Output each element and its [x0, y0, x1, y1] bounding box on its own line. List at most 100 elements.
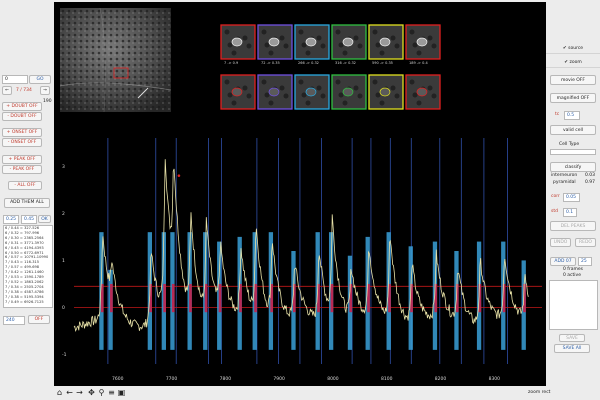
list-item[interactable]: 7 / 0.57 = 499-698 — [5, 265, 40, 270]
peak-marker — [388, 283, 391, 313]
list-item[interactable]: 6 / 0.45 = 4194-4393 — [5, 245, 44, 250]
roi-thumbnail[interactable] — [368, 74, 404, 110]
y-tick-label: -1 — [62, 352, 67, 358]
right-panel: ✔ source ✔ zoom movie OFF magnified OFF … — [546, 0, 600, 388]
roi-thumbnail[interactable] — [220, 24, 256, 60]
peak-add-button[interactable]: + PEAK OFF — [2, 155, 42, 164]
frame-input[interactable]: 0 — [2, 75, 28, 84]
std-input[interactable]: 0.1 — [563, 208, 577, 217]
movie-button[interactable]: movie OFF — [550, 75, 596, 85]
add-them-all-button[interactable]: ADD THEM ALL — [4, 198, 50, 208]
list-item[interactable]: 7 / 0.38 = 5195-5394 — [5, 294, 44, 299]
roi-thumbnails[interactable] — [220, 24, 442, 114]
frame-counter: 7 / 734 — [16, 88, 32, 93]
list-item[interactable]: 7 / 0.34 = 2505-2704 — [5, 284, 44, 289]
roi-thumbnail[interactable] — [294, 74, 330, 110]
side-value: 190 — [43, 99, 52, 104]
x-tick-label: 8000 — [327, 376, 339, 382]
zoom-checkbox[interactable]: ✔ zoom — [546, 58, 600, 68]
threshold-low-input[interactable]: 0.25 — [3, 215, 19, 224]
save-all-button[interactable]: SAVE All — [554, 344, 590, 353]
peak-marker — [254, 283, 257, 313]
list-item[interactable]: 6 / 0.44 = 327-526 — [5, 226, 40, 230]
trace-line — [73, 159, 529, 333]
bottom-off-button[interactable]: OFF — [28, 315, 50, 324]
bottom-value-input[interactable]: 240 — [3, 316, 25, 325]
microscope-image[interactable] — [60, 8, 171, 112]
y-tick-label: 2 — [62, 211, 65, 217]
home-icon[interactable]: ⌂ — [56, 388, 63, 397]
go-button[interactable]: GO — [29, 75, 51, 84]
cell-type-input[interactable] — [550, 149, 596, 155]
toolbar-status: zoom rect — [528, 390, 551, 395]
list-item[interactable]: 7 / 0.53 = 1590-1789 — [5, 275, 44, 280]
save-button[interactable]: SAVE — [559, 334, 585, 342]
source-checkbox[interactable]: ✔ source — [546, 44, 600, 54]
trace-chart[interactable]: 3 2 1 0 -1 7600 7700 7800 7900 8000 8100 8200 8300 — [54, 128, 546, 386]
onset-remove-button[interactable]: - ONSET OFF — [2, 138, 42, 147]
roi-thumbnail[interactable] — [405, 24, 441, 60]
all-off-button[interactable]: - ALL OFF — [8, 181, 42, 190]
forward-icon[interactable]: → — [76, 388, 83, 397]
list-item[interactable]: 7 / 0.43 = 116-315 — [5, 260, 40, 265]
x-tick-label: 7600 — [112, 376, 124, 382]
cell-type-label: Cell Type — [559, 142, 580, 147]
threshold-high-input[interactable]: 0.45 — [21, 215, 37, 224]
magnified-button[interactable]: magnified OFF — [550, 93, 596, 103]
peak-marker — [163, 283, 166, 313]
peak-marker — [110, 283, 113, 313]
next-frame-button[interactable]: → — [40, 86, 50, 95]
interneuron-value: 0.03 — [585, 173, 596, 178]
threshold-ok-button[interactable]: OK — [38, 215, 51, 223]
back-icon[interactable]: ← — [66, 388, 73, 397]
frames-list[interactable] — [549, 280, 598, 330]
source-label: source — [568, 46, 584, 51]
roi-thumbnail[interactable] — [368, 24, 404, 60]
roi-thumbnail[interactable] — [257, 24, 293, 60]
onset-add-button[interactable]: + ONSET OFF — [2, 128, 42, 137]
roi-thumbnail[interactable] — [331, 74, 367, 110]
doubt-remove-button[interactable]: - DOUBT OFF — [2, 112, 42, 121]
list-item[interactable]: 7 / 0.49 = 6926-7125 — [5, 299, 44, 304]
list-item[interactable]: 6 / 0.30 = 2365-2564 — [5, 235, 44, 240]
left-panel: 0 GO ← 7 / 734 → 190 + DOUBT OFF - DOUBT… — [0, 0, 54, 388]
bottom-toolbar: ⌂ ← → ✥ ⚲ ≡ ▣ zoom rect — [0, 386, 600, 400]
roi-thumbnail[interactable] — [331, 24, 367, 60]
save-figure-icon[interactable]: ▣ — [117, 388, 126, 397]
peak-marker — [330, 283, 334, 313]
event-list[interactable]: 6 / 0.44 = 327-526 6 / 0.32 = 797-996 6 / … — [3, 225, 53, 308]
list-item[interactable]: 6 / 0.57 = 10791-10990 — [5, 255, 49, 260]
list-item[interactable]: 7 / 0.52 = 1863-2062 — [5, 279, 44, 284]
thumbnail-label: 72 -> 0.35 — [261, 61, 280, 65]
del-peaks-button[interactable]: DEL PEAKS — [550, 221, 596, 231]
add-button[interactable]: ADD 07 — [550, 257, 576, 266]
peak-remove-button[interactable]: - PEAK OFF — [2, 165, 42, 174]
peak-marker — [189, 283, 192, 313]
classify-button[interactable]: classify — [550, 162, 596, 172]
roi-thumbnail[interactable] — [220, 74, 256, 110]
redo-button[interactable]: REDO — [575, 238, 596, 247]
prev-frame-button[interactable]: ← — [2, 86, 12, 95]
pyramidal-label: pyramidal — [553, 180, 576, 185]
roi-thumbnail[interactable] — [294, 24, 330, 60]
corr-input[interactable]: 0.05 — [563, 193, 580, 202]
pan-icon[interactable]: ✥ — [88, 388, 95, 397]
list-item[interactable]: 6 / 0.32 = 797-996 — [5, 230, 40, 235]
list-item[interactable]: 6 / 0.50 = 6772-6971 — [5, 250, 44, 255]
roi-thumbnail[interactable] — [257, 74, 293, 110]
zoom-icon[interactable]: ⚲ — [98, 388, 105, 397]
roi-thumbnail[interactable] — [405, 74, 441, 110]
doubt-add-button[interactable]: + DOUBT OFF — [2, 102, 42, 111]
list-item[interactable]: 7 / 0.38 = 4587-4786 — [5, 289, 44, 294]
add-value-input[interactable]: 25 — [578, 257, 592, 266]
x-tick-label: 8300 — [489, 376, 501, 382]
thumbnail-label: 590 -> 0.35 — [372, 61, 393, 65]
main-view: 7 -> 0.9 72 -> 0.35 266 -> 0.32 316 -> 0.32… — [54, 2, 546, 386]
list-item[interactable]: 6 / 0.31 = 3771-3970 — [5, 240, 44, 245]
undo-button[interactable]: UNDO — [550, 238, 571, 247]
configure-icon[interactable]: ≡ — [108, 388, 115, 397]
tc-input[interactable]: 0.5 — [564, 111, 580, 120]
list-item[interactable]: 7 / 0.42 = 1261-1460 — [5, 270, 44, 275]
valid-cell-button[interactable]: valid cell — [550, 125, 596, 135]
